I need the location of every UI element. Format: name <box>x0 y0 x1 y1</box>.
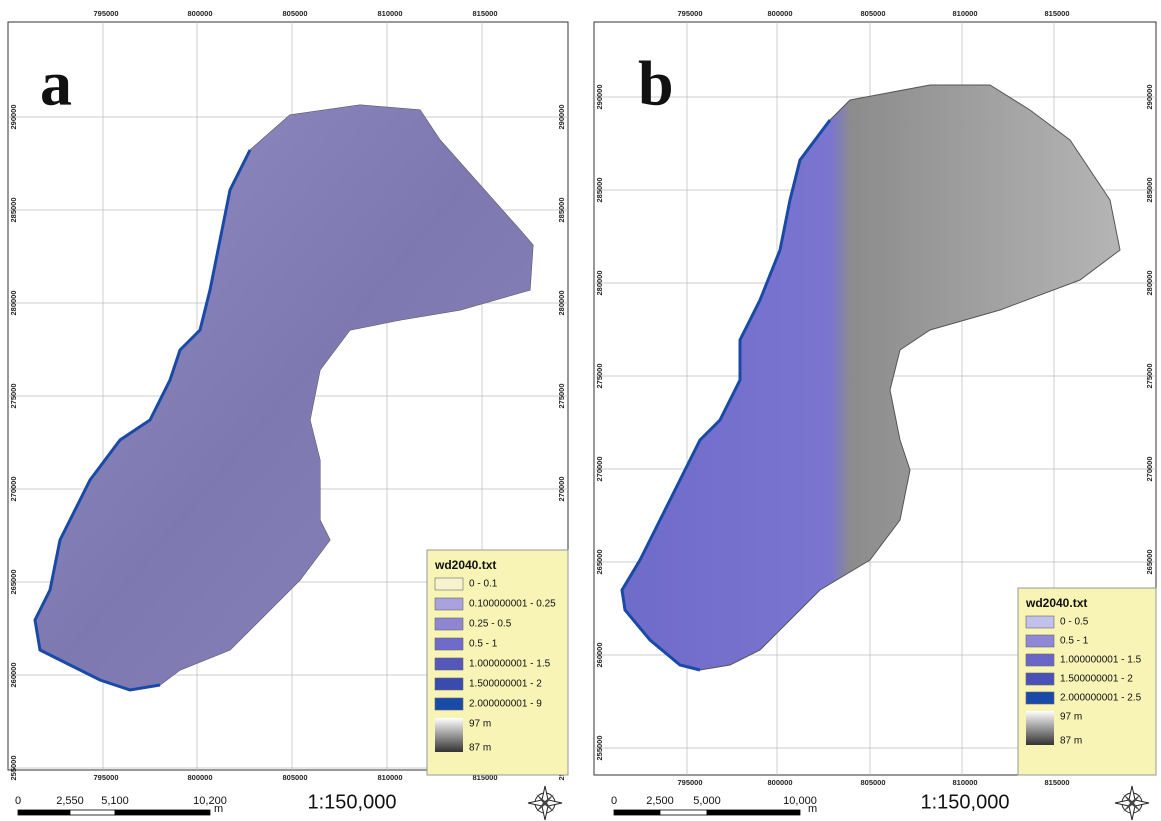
scale-label: 2,500 <box>646 795 674 807</box>
scale-segment <box>614 810 660 815</box>
y-tick-label: 255000 <box>9 755 18 780</box>
x-tick-label: 805000 <box>282 9 307 18</box>
y-tick-label: 290000 <box>557 104 566 129</box>
x-tick-label: 815000 <box>472 9 497 18</box>
scale-segment <box>70 810 115 815</box>
x-tick-label: 815000 <box>1044 9 1069 18</box>
map-panel: 795000 795000 800000 800000 805000 805000 8100… <box>594 9 1156 820</box>
legend-swatch <box>435 618 463 630</box>
scale-segment <box>707 810 800 815</box>
y-tick-label: 265000 <box>9 569 18 594</box>
x-tick-label: 805000 <box>860 778 885 787</box>
legend-label: 2.000000001 - 9 <box>469 699 542 710</box>
legend-swatch <box>1026 654 1054 666</box>
legend-label: 0.5 - 1 <box>469 639 498 650</box>
legend-swatch <box>1026 635 1054 647</box>
y-tick-label: 280000 <box>595 270 604 295</box>
y-tick-label: 265000 <box>1145 549 1154 574</box>
y-tick-label: 270000 <box>1145 456 1154 481</box>
x-tick-label: 800000 <box>187 773 212 782</box>
legend-label: 0 - 0.5 <box>1060 617 1089 628</box>
legend-label: 0.25 - 0.5 <box>469 619 512 630</box>
y-tick-label: 285000 <box>557 197 566 222</box>
legend-label: 87 m <box>1060 736 1082 747</box>
y-tick-label: 280000 <box>557 290 566 315</box>
scale-segment <box>660 810 707 815</box>
panel-label: a <box>40 48 72 119</box>
scale-label: 5,000 <box>693 795 721 807</box>
y-tick-label: 290000 <box>9 104 18 129</box>
legend-label: 0 - 0.1 <box>469 579 498 590</box>
x-tick-label: 810000 <box>377 773 402 782</box>
legend-label: 0.100000001 - 0.25 <box>469 599 556 610</box>
y-tick-label: 260000 <box>9 662 18 687</box>
legend-title: wd2040.txt <box>434 558 496 572</box>
x-tick-label: 815000 <box>1044 778 1069 787</box>
legend-label: 1.000000001 - 1.5 <box>1060 655 1142 666</box>
legend-label: 87 m <box>469 743 491 754</box>
scale-unit: m <box>214 803 223 815</box>
panel-label: b <box>638 48 674 119</box>
y-tick-label: 270000 <box>595 456 604 481</box>
x-tick-label: 805000 <box>860 9 885 18</box>
legend-title: wd2040.txt <box>1025 596 1087 610</box>
scale-unit: m <box>808 803 817 815</box>
y-tick-label: 255000 <box>595 735 604 760</box>
x-tick-label: 805000 <box>282 773 307 782</box>
scale-segment <box>115 810 210 815</box>
y-tick-label: 270000 <box>557 476 566 501</box>
y-tick-label: 275000 <box>557 383 566 408</box>
x-tick-label: 810000 <box>952 9 977 18</box>
y-tick-label: 265000 <box>595 549 604 574</box>
y-tick-label: 280000 <box>1145 270 1154 295</box>
y-tick-label: 275000 <box>1145 363 1154 388</box>
legend-label: 97 m <box>469 719 491 730</box>
x-tick-label: 795000 <box>93 773 118 782</box>
legend-swatch <box>435 578 463 590</box>
legend-swatch <box>435 598 463 610</box>
x-tick-label: 795000 <box>677 778 702 787</box>
legend-swatch <box>435 698 463 710</box>
legend-label: 1.500000001 - 2 <box>469 679 542 690</box>
scale-label: 2,550 <box>56 795 84 807</box>
map-panel: 795000 795000 800000 800000 805000 805000 8100… <box>8 9 568 820</box>
legend-label: 97 m <box>1060 712 1082 723</box>
scale-ratio: 1:150,000 <box>921 791 1010 813</box>
x-tick-label: 795000 <box>93 9 118 18</box>
scale-label: 0 <box>15 795 21 807</box>
legend-swatch <box>1026 673 1054 685</box>
legend-label: 1.500000001 - 2 <box>1060 674 1133 685</box>
y-tick-label: 285000 <box>9 197 18 222</box>
y-tick-label: 275000 <box>9 383 18 408</box>
legend-swatch <box>435 658 463 670</box>
y-tick-label: 285000 <box>1145 177 1154 202</box>
legend-label: 2.000000001 - 2.5 <box>1060 693 1142 704</box>
scale-label: 5,100 <box>101 795 129 807</box>
figure: 795000 795000 800000 800000 805000 805000 8100… <box>0 0 1161 821</box>
legend-label: 0.5 - 1 <box>1060 636 1089 647</box>
x-tick-label: 800000 <box>767 778 792 787</box>
x-tick-label: 810000 <box>952 778 977 787</box>
x-tick-label: 810000 <box>377 9 402 18</box>
scale-segment <box>18 810 70 815</box>
legend-swatch <box>1026 692 1054 704</box>
legend-swatch <box>1026 616 1054 628</box>
elevation-ramp <box>1026 711 1054 745</box>
y-tick-label: 290000 <box>1145 84 1154 109</box>
x-tick-label: 800000 <box>187 9 212 18</box>
x-tick-label: 800000 <box>767 9 792 18</box>
x-tick-label: 795000 <box>677 9 702 18</box>
legend-label: 1.000000001 - 1.5 <box>469 659 551 670</box>
legend-swatch <box>435 638 463 650</box>
y-tick-label: 260000 <box>595 642 604 667</box>
legend-swatch <box>435 678 463 690</box>
y-tick-label: 270000 <box>9 476 18 501</box>
scale-label: 0 <box>611 795 617 807</box>
scale-ratio: 1:150,000 <box>308 791 397 813</box>
y-tick-label: 285000 <box>595 177 604 202</box>
y-tick-label: 290000 <box>595 84 604 109</box>
y-tick-label: 275000 <box>595 363 604 388</box>
y-tick-label: 280000 <box>9 290 18 315</box>
elevation-ramp <box>435 718 463 752</box>
